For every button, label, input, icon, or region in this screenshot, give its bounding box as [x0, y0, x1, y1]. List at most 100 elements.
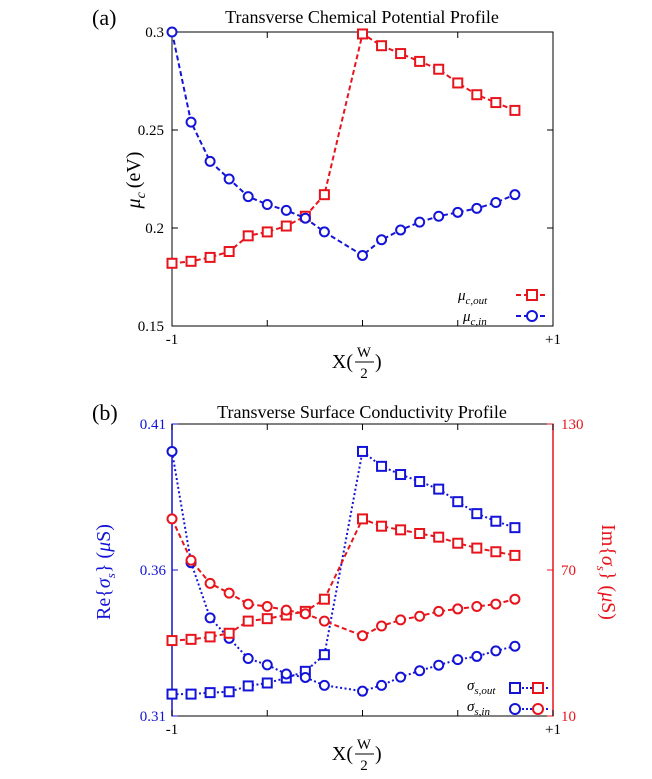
legend-sigma-s-out-label: σs,out: [467, 678, 496, 697]
data-point: [509, 189, 521, 201]
data-point: [414, 528, 426, 539]
data-point: [490, 197, 502, 209]
data-point: [280, 668, 292, 680]
data-point: [261, 677, 273, 689]
data-point: [471, 202, 483, 214]
data-point: [185, 116, 197, 128]
series-3: [166, 513, 521, 642]
panel-a-y-ticks: 0.15 0.2 0.25 0.3: [138, 25, 553, 335]
data-point: [166, 257, 178, 269]
legend-mu-c-in-marker: [526, 310, 538, 322]
data-point: [318, 226, 330, 238]
y-tick-label: 0.2: [145, 221, 164, 237]
panel-a-label: (a): [92, 5, 116, 30]
data-point: [452, 206, 464, 218]
data-point: [166, 635, 178, 647]
y-tick-label-right: 130: [561, 417, 584, 433]
data-point: [242, 598, 254, 610]
x-label-numerator: W: [357, 737, 372, 753]
panel-b-left-y-axis-label: Re{σs} (μS): [93, 524, 118, 620]
data-point: [395, 48, 407, 60]
data-point: [452, 537, 464, 549]
data-point: [318, 189, 330, 201]
data-point: [471, 542, 483, 554]
data-point: [509, 640, 521, 652]
panel-a-x-ticks: -1 +1: [166, 32, 561, 348]
data-point: [299, 671, 311, 683]
data-point: [223, 246, 235, 258]
series-0: [166, 445, 521, 700]
data-point: [242, 680, 254, 692]
data-point: [376, 520, 388, 532]
data-point: [204, 612, 216, 624]
data-point: [185, 688, 197, 700]
series-line: [171, 517, 516, 642]
series-line: [171, 518, 516, 637]
data-point: [318, 615, 330, 627]
data-point: [299, 608, 311, 620]
panel-b-right-y-axis-label: Im{σs} (μS): [594, 524, 619, 620]
data-point: [204, 251, 216, 263]
series-1: [166, 26, 521, 261]
data-point: [185, 633, 197, 645]
x-label-suffix: ): [375, 351, 382, 373]
data-point: [166, 445, 178, 457]
data-point: [242, 615, 254, 627]
y-tick-label-right: 10: [561, 709, 576, 725]
legend-mu-c-out-label: μc,out: [457, 288, 488, 307]
data-point: [185, 554, 197, 566]
data-point: [433, 210, 445, 222]
data-point: [376, 460, 388, 472]
data-point: [357, 28, 368, 40]
y-tick-label: 0.3: [145, 25, 164, 41]
data-point: [261, 659, 273, 671]
data-point: [395, 671, 407, 683]
y-tick-label: 0.15: [138, 319, 164, 335]
data-point: [261, 601, 273, 612]
x-label-denominator: 2: [360, 758, 368, 774]
data-point: [433, 659, 445, 671]
data-point: [395, 614, 407, 626]
data-point: [166, 688, 178, 700]
series-line: [171, 32, 516, 265]
data-point: [185, 255, 197, 267]
x-tick-label: +1: [545, 332, 561, 348]
x-label-denominator: 2: [360, 366, 368, 382]
data-point: [490, 645, 502, 657]
panel-b-plot-frame: [171, 423, 554, 717]
data-point: [242, 230, 254, 242]
data-point: [223, 627, 235, 639]
data-point: [357, 685, 368, 697]
data-point: [471, 508, 483, 520]
data-point: [280, 204, 292, 216]
data-point: [490, 598, 502, 610]
data-point: [452, 654, 464, 666]
panel-b-right-y-ticks: 10 70 130: [547, 417, 584, 725]
panel-a: (a) Transverse Chemical Potential Profil…: [92, 5, 561, 382]
data-point: [414, 610, 426, 622]
data-point: [433, 483, 445, 495]
series-line: [171, 451, 516, 693]
legend-sigma-s-in-marker-red: [532, 703, 544, 715]
panel-b-left-y-ticks: 0.31 0.36 0.41: [140, 417, 178, 725]
data-point: [357, 445, 368, 457]
x-label-suffix: ): [375, 743, 382, 765]
data-point: [395, 224, 407, 236]
data-point: [471, 89, 483, 101]
data-point: [414, 216, 426, 228]
x-label-prefix: X(: [332, 743, 353, 765]
data-point: [242, 191, 254, 203]
data-point: [395, 469, 407, 481]
series-2: [166, 513, 521, 647]
data-point: [433, 63, 445, 75]
data-point: [357, 249, 368, 261]
legend-sigma-s-in-label: σs,in: [467, 699, 490, 718]
data-point: [223, 686, 235, 698]
data-point: [414, 476, 426, 488]
data-point: [261, 226, 273, 238]
data-point: [223, 173, 235, 185]
x-tick-label: -1: [166, 332, 179, 348]
data-point: [490, 546, 502, 558]
data-point: [261, 198, 273, 210]
